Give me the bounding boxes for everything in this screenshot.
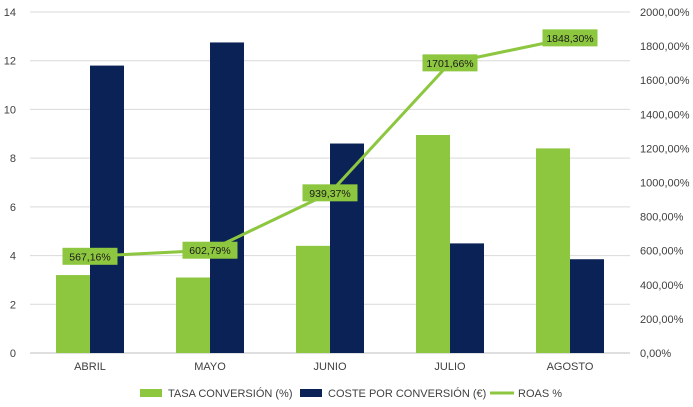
right-tick-label: 1400,00% [640,109,690,121]
right-tick-label: 200,00% [640,314,684,326]
roas-data-label: 1848,30% [546,33,593,45]
bar-tasa-conversion [176,277,210,353]
right-tick-label: 1200,00% [640,143,690,155]
right-tick-label: 0,00% [640,348,671,360]
data-labels: 567,16% 602,79% 939,37% 1701,66% 1848,30% [62,29,598,265]
bar-coste-por-conversion [90,65,124,353]
right-tick-label: 1000,00% [640,178,690,190]
left-tick-label: 12 [4,56,16,68]
category-label: AGOSTO [547,361,594,373]
right-tick-label: 600,00% [640,246,684,258]
bar-tasa-conversion [416,135,450,353]
right-tick-label: 1600,00% [640,75,690,87]
legend-label: ROAS % [518,388,562,400]
left-tick-label: 0 [10,348,16,360]
bar-coste-por-conversion [450,243,484,353]
right-axis: 0,00% 200,00% 400,00% 600,00% 800,00% 1000,00… [640,7,690,360]
left-tick-label: 8 [10,153,16,165]
right-tick-label: 1800,00% [640,41,690,53]
bar-tasa-conversion [536,148,570,353]
category-label: JULIO [434,361,466,373]
legend-swatch [140,389,162,397]
right-tick-label: 800,00% [640,212,684,224]
roas-data-label: 939,37% [309,188,350,200]
roas-label-box [62,247,118,265]
bar-coste-por-conversion [210,42,244,353]
bars [56,42,604,353]
legend-label: COSTE POR CONVERSIÓN (€) [328,387,486,400]
bar-tasa-conversion [296,245,330,353]
category-label: MAYO [194,361,226,373]
left-tick-label: 2 [10,299,16,311]
legend-swatch [300,389,322,397]
roas-label-box [302,184,358,202]
roas-data-label: 1701,66% [426,58,473,70]
roas-label-box [542,29,598,47]
bar-tasa-conversion [56,275,90,353]
left-tick-label: 14 [4,7,16,19]
category-labels: ABRIL MAYO JUNIO JULIO AGOSTO [74,361,594,373]
right-tick-label: 400,00% [640,280,684,292]
roas-label-box [182,241,238,259]
roas-data-label: 567,16% [69,251,110,263]
roas-data-label: 602,79% [189,245,230,257]
left-tick-label: 10 [4,104,16,116]
roas-label-box [422,54,478,72]
left-axis: 0 2 4 6 8 10 12 14 [4,7,16,360]
category-label: ABRIL [74,361,106,373]
category-label: JUNIO [314,361,347,373]
bar-coste-por-conversion [330,143,364,353]
left-tick-label: 4 [10,251,16,263]
bar-coste-por-conversion [570,259,604,353]
legend: TASA CONVERSIÓN (%) COSTE POR CONVERSIÓN … [140,387,562,400]
legend-label: TASA CONVERSIÓN (%) [168,387,292,400]
left-tick-label: 6 [10,202,16,214]
right-tick-label: 2000,00% [640,7,690,19]
